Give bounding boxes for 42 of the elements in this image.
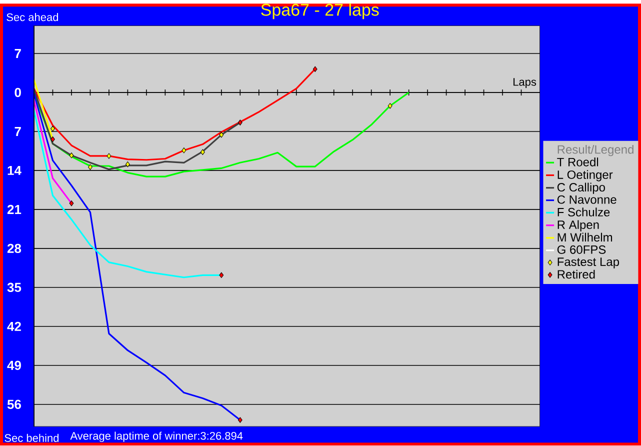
- point: [238, 417, 242, 423]
- point: [50, 136, 55, 142]
- line-series: [34, 89, 241, 170]
- point: [388, 103, 392, 109]
- chart-title: Spa67 - 27 laps: [261, 4, 379, 20]
- y-tick-label: 0: [14, 88, 21, 98]
- legend-label: C Navonne: [557, 195, 616, 204]
- point: [50, 126, 55, 132]
- line-series: [34, 92, 410, 178]
- legend-label: R Alpen: [558, 220, 599, 232]
- legend-label: M Wilhelm: [558, 232, 612, 242]
- x-axis-title: Laps: [514, 78, 536, 88]
- y-tick-label: 14: [8, 166, 22, 176]
- point: [69, 200, 74, 206]
- y-tick-label: 42: [7, 322, 21, 332]
- point: [69, 152, 74, 158]
- point: [219, 132, 224, 138]
- point: [238, 120, 242, 126]
- legend-label: Fastest Lap: [558, 258, 620, 269]
- point: [182, 148, 186, 154]
- y-tick-label: 56: [7, 400, 21, 410]
- point: [219, 272, 224, 278]
- y-tick-label: 21: [7, 205, 22, 214]
- text: Sec behind: [4, 434, 59, 442]
- point: [312, 66, 318, 72]
- legend-label: L Oetinger: [558, 170, 613, 182]
- legend-label: T Roedl: [557, 158, 598, 167]
- y-tick-label: 7: [14, 49, 21, 58]
- legend-title: Result/Legend: [558, 145, 634, 156]
- text: Average laptime of winner:3:26.894: [70, 432, 243, 442]
- y-tick-label: 28: [7, 244, 22, 254]
- legend-label: G 60FPS: [557, 246, 606, 254]
- point: [106, 153, 112, 159]
- legend-label: F Schulze: [558, 208, 610, 217]
- legend-label: C Callipo: [557, 182, 605, 194]
- y-tick-label: 49: [7, 360, 21, 370]
- y-tick-label: 35: [7, 282, 22, 292]
- y-axis-title: Sec ahead: [6, 13, 58, 22]
- point: [126, 162, 130, 168]
- y-tick-label: 7: [14, 127, 21, 136]
- point: [200, 149, 205, 156]
- legend-label: Retired: [558, 270, 595, 279]
